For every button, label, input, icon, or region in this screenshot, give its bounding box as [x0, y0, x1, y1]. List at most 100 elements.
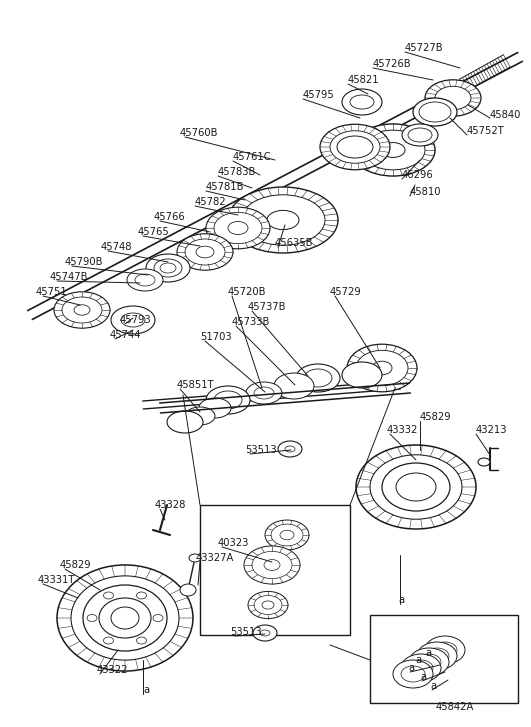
- Ellipse shape: [320, 124, 390, 169]
- Ellipse shape: [265, 520, 309, 550]
- Text: 40323: 40323: [218, 538, 250, 548]
- Text: 45793: 45793: [120, 315, 152, 325]
- Ellipse shape: [370, 455, 462, 519]
- Ellipse shape: [435, 87, 471, 110]
- Ellipse shape: [111, 607, 139, 629]
- Ellipse shape: [401, 654, 441, 682]
- Ellipse shape: [196, 246, 214, 258]
- Ellipse shape: [419, 102, 451, 122]
- Ellipse shape: [356, 445, 476, 529]
- Text: 45851T: 45851T: [177, 380, 215, 390]
- Text: 45720B: 45720B: [228, 287, 267, 297]
- Ellipse shape: [160, 263, 176, 273]
- Ellipse shape: [413, 98, 457, 126]
- Ellipse shape: [254, 387, 274, 399]
- Ellipse shape: [214, 212, 262, 244]
- Text: 45782: 45782: [195, 197, 227, 207]
- Text: a: a: [425, 648, 431, 658]
- Ellipse shape: [252, 551, 292, 579]
- Ellipse shape: [180, 584, 196, 596]
- Ellipse shape: [401, 666, 425, 682]
- Text: 43331T: 43331T: [38, 575, 75, 585]
- Text: 45783B: 45783B: [218, 167, 256, 177]
- Ellipse shape: [342, 362, 382, 388]
- Text: 45752T: 45752T: [467, 126, 505, 136]
- Ellipse shape: [264, 560, 280, 571]
- Ellipse shape: [372, 361, 392, 375]
- Text: 45729: 45729: [330, 287, 362, 297]
- Text: 45829: 45829: [420, 412, 452, 422]
- Ellipse shape: [228, 187, 338, 253]
- Text: 45737B: 45737B: [248, 302, 287, 312]
- Ellipse shape: [425, 80, 481, 116]
- Ellipse shape: [267, 210, 299, 230]
- Ellipse shape: [136, 637, 147, 644]
- Ellipse shape: [409, 648, 449, 676]
- Text: 53513: 53513: [230, 627, 262, 637]
- Ellipse shape: [241, 195, 325, 245]
- Text: 45766: 45766: [154, 212, 186, 222]
- Ellipse shape: [199, 398, 231, 418]
- Ellipse shape: [296, 364, 340, 392]
- Ellipse shape: [146, 254, 190, 282]
- Text: a: a: [430, 681, 436, 691]
- Ellipse shape: [351, 124, 435, 176]
- Ellipse shape: [262, 601, 274, 609]
- Text: a: a: [143, 685, 149, 695]
- Ellipse shape: [206, 207, 270, 249]
- Ellipse shape: [87, 614, 97, 622]
- Text: 45733B: 45733B: [232, 317, 270, 327]
- Text: a: a: [420, 672, 426, 682]
- Ellipse shape: [342, 89, 382, 115]
- Ellipse shape: [425, 636, 465, 664]
- Ellipse shape: [167, 411, 203, 433]
- Text: 45810: 45810: [410, 187, 441, 197]
- Text: a: a: [398, 595, 404, 605]
- Ellipse shape: [127, 269, 163, 291]
- Ellipse shape: [337, 136, 373, 158]
- Text: 45635B: 45635B: [275, 238, 313, 248]
- Ellipse shape: [74, 305, 90, 316]
- Ellipse shape: [185, 407, 215, 425]
- Ellipse shape: [271, 524, 303, 546]
- Ellipse shape: [350, 95, 374, 109]
- Text: 45751: 45751: [36, 287, 68, 297]
- Text: 45727B: 45727B: [405, 43, 443, 53]
- Text: 43332: 43332: [387, 425, 418, 435]
- Ellipse shape: [57, 565, 193, 671]
- Ellipse shape: [478, 458, 490, 466]
- Text: 43327A: 43327A: [196, 553, 234, 563]
- Ellipse shape: [104, 637, 114, 644]
- Ellipse shape: [185, 239, 225, 265]
- Text: 46296: 46296: [402, 170, 434, 180]
- Text: a: a: [408, 663, 414, 673]
- Text: 43213: 43213: [476, 425, 508, 435]
- Text: 43328: 43328: [155, 500, 186, 510]
- Ellipse shape: [304, 369, 332, 387]
- Ellipse shape: [214, 391, 242, 409]
- Ellipse shape: [153, 614, 163, 622]
- Text: 45744: 45744: [110, 330, 141, 340]
- Ellipse shape: [330, 131, 380, 164]
- Ellipse shape: [99, 598, 151, 638]
- Ellipse shape: [425, 648, 449, 664]
- Ellipse shape: [393, 660, 433, 688]
- Text: 45761C: 45761C: [233, 152, 272, 162]
- Text: 45840: 45840: [490, 110, 521, 120]
- Ellipse shape: [121, 313, 145, 327]
- Ellipse shape: [417, 642, 457, 670]
- Text: a: a: [415, 655, 421, 665]
- Text: 45747B: 45747B: [50, 272, 89, 282]
- Ellipse shape: [246, 382, 282, 404]
- Text: 51703: 51703: [200, 332, 232, 342]
- Text: 45781B: 45781B: [206, 182, 244, 192]
- Text: 45760B: 45760B: [180, 128, 218, 138]
- Ellipse shape: [408, 128, 432, 142]
- Ellipse shape: [104, 592, 114, 599]
- Text: 45748: 45748: [101, 242, 133, 252]
- Text: 43322: 43322: [97, 665, 129, 675]
- Ellipse shape: [402, 124, 438, 146]
- Ellipse shape: [54, 292, 110, 328]
- Ellipse shape: [254, 595, 282, 614]
- Ellipse shape: [71, 576, 179, 660]
